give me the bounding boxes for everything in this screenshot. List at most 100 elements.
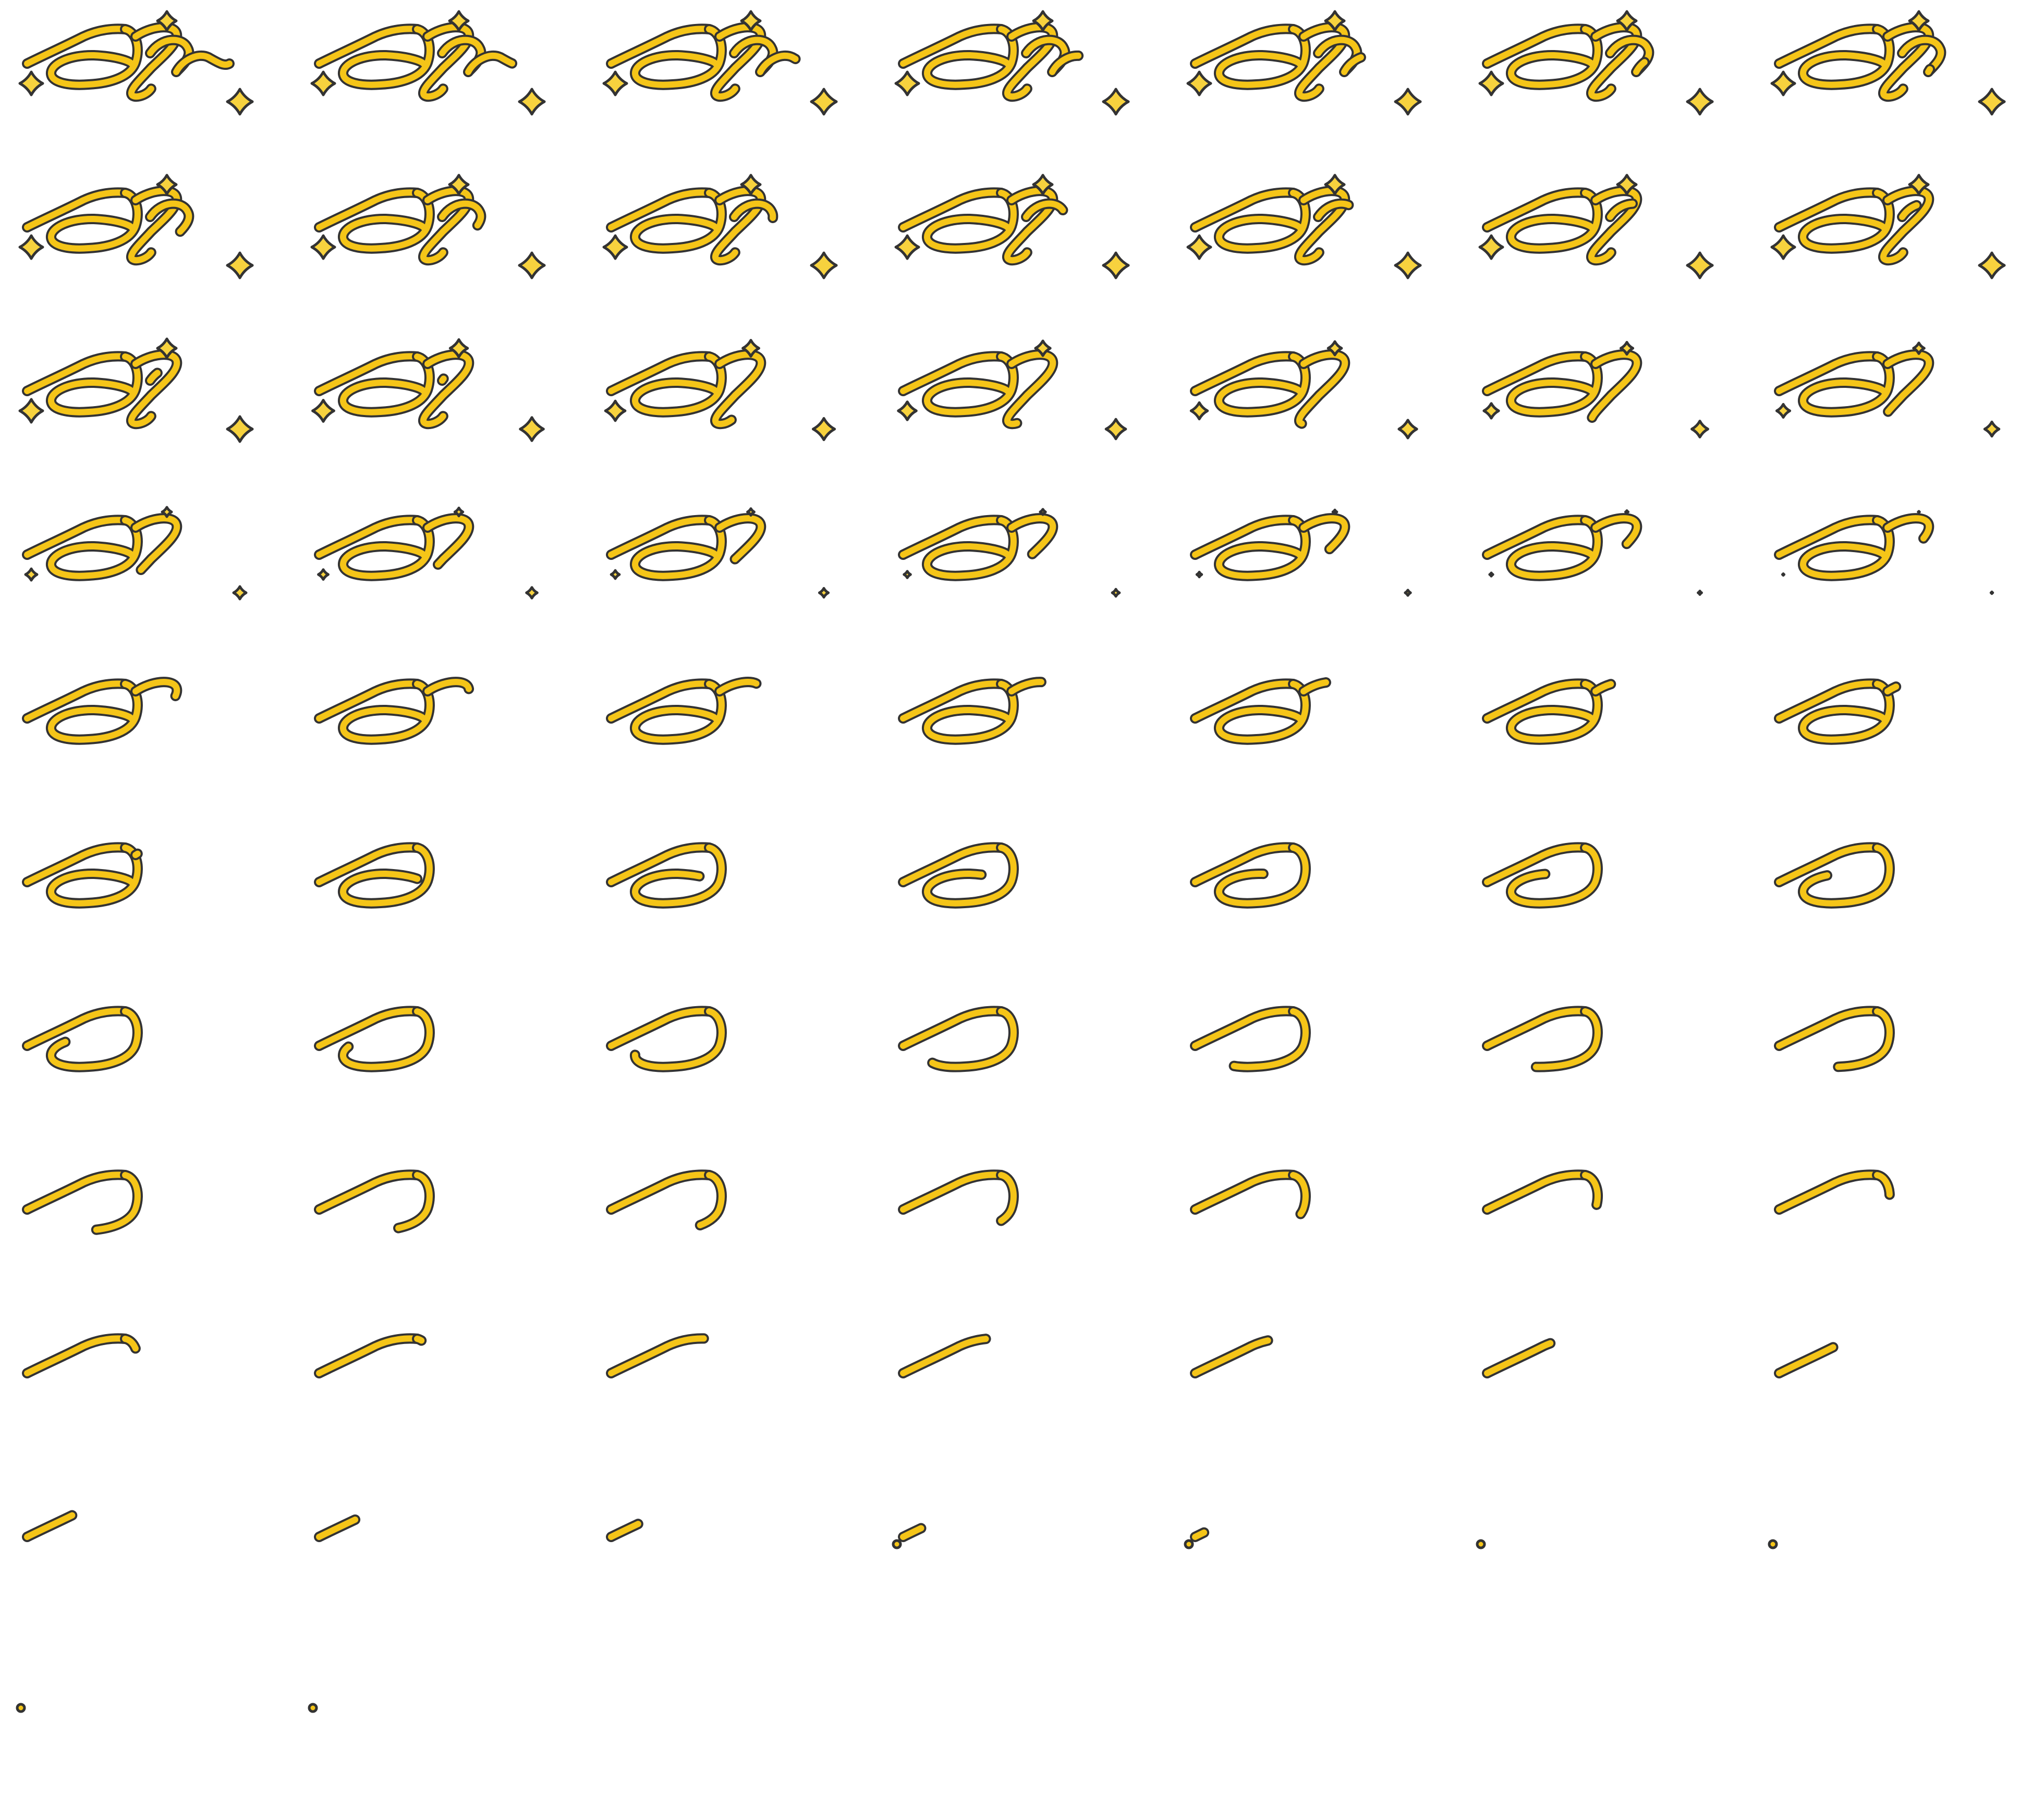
lettering-stroke-fill	[924, 190, 1017, 252]
lettering-stroke-fill	[1216, 1008, 1309, 1070]
right-sparkle-icon	[1102, 251, 1130, 279]
animation-frame	[886, 1315, 1178, 1481]
lettering-stroke-fill	[1508, 681, 1601, 743]
left-sparkle-icon	[897, 400, 918, 421]
lettering-stroke-fill	[632, 517, 725, 579]
top-sparkle-icon	[1917, 510, 1921, 514]
lettering-stroke-fill	[1776, 680, 1880, 722]
right-sparkle-icon	[818, 587, 830, 599]
lettering-stroke-fill	[24, 680, 128, 722]
lettering-stroke-fill	[608, 26, 712, 67]
top-sparkle-icon	[156, 337, 178, 359]
animation-frame	[1470, 1479, 1762, 1644]
animation-frame	[886, 496, 1178, 662]
top-sparkle-icon	[1912, 341, 1926, 355]
lettering-stroke-fill	[48, 845, 141, 907]
left-sparkle-icon	[1195, 570, 1203, 579]
top-sparkle-icon	[156, 174, 178, 196]
sprite-sheet	[10, 5, 2006, 1713]
animation-frame	[302, 333, 594, 498]
lettering-stroke-fill	[48, 353, 141, 416]
animation-frame	[594, 1315, 886, 1481]
lettering-stroke-outline	[145, 362, 194, 405]
lettering-stroke-fill	[316, 680, 420, 722]
lettering-stroke-fill	[128, 679, 180, 755]
animation-frame	[1178, 169, 1470, 335]
lettering-stroke-fill	[1776, 517, 1880, 558]
lettering-stroke-fill	[608, 844, 712, 885]
lettering-stroke-fill	[712, 515, 764, 591]
lettering-stroke-fill	[24, 1171, 128, 1213]
animation-frame	[1178, 496, 1470, 662]
top-sparkle-icon	[1908, 10, 1930, 32]
lettering-stroke-fill	[48, 681, 141, 743]
animation-frame	[10, 1315, 302, 1481]
animation-frame	[302, 169, 594, 335]
lettering-dot	[1476, 1539, 1486, 1549]
right-sparkle-icon	[1697, 590, 1703, 596]
lettering-stroke-fill	[900, 1008, 1004, 1049]
right-sparkle-icon	[1989, 590, 1994, 595]
right-sparkle-icon	[1104, 418, 1127, 441]
lettering-stroke-fill	[900, 844, 1004, 885]
top-sparkle-icon	[1327, 340, 1343, 357]
top-sparkle-icon	[1324, 174, 1346, 196]
lettering-stroke-fill	[48, 1008, 141, 1070]
lettering-stroke-fill	[316, 1335, 420, 1376]
left-sparkle-icon	[311, 399, 335, 423]
lettering-stroke-fill	[608, 1171, 712, 1213]
lettering-stroke-fill	[632, 26, 725, 88]
left-sparkle-icon	[1478, 70, 1504, 96]
animation-frame	[1178, 1479, 1470, 1644]
lettering-stroke-fill	[1484, 1171, 1588, 1213]
top-sparkle-icon	[740, 10, 762, 32]
top-sparkle-icon	[1619, 340, 1635, 356]
lettering-stroke-fill	[1899, 200, 1944, 239]
lettering-stroke-fill	[316, 353, 420, 394]
lettering-stroke-fill	[608, 353, 712, 394]
lettering-stroke-fill	[24, 353, 128, 394]
lettering-stroke-fill	[1484, 844, 1588, 885]
lettering-stroke-fill	[1508, 1172, 1601, 1234]
lettering-stroke-fill	[48, 517, 141, 579]
animation-frame	[10, 496, 302, 662]
animation-frame	[1470, 987, 1762, 1153]
top-sparkle-icon	[1032, 10, 1054, 32]
lettering-stroke-fill	[632, 190, 725, 252]
lettering-stroke-fill	[1484, 1008, 1588, 1049]
animation-frame	[1178, 1151, 1470, 1317]
lettering-stroke-fill	[1192, 844, 1296, 885]
lettering-stroke-fill	[900, 680, 1004, 722]
right-sparkle-icon	[1978, 251, 2006, 279]
lettering-stroke-fill	[900, 1335, 1004, 1376]
lettering-stroke-fill	[316, 1008, 420, 1049]
top-sparkle-icon	[740, 174, 762, 196]
left-sparkle-icon	[317, 568, 330, 581]
animation-frame	[302, 987, 594, 1153]
lettering-stroke-fill	[48, 1172, 141, 1234]
top-sparkle-icon	[448, 174, 470, 196]
lettering-stroke-fill	[924, 353, 1017, 416]
left-sparkle-icon	[1478, 234, 1504, 260]
left-sparkle-icon	[310, 234, 336, 260]
left-sparkle-icon	[1781, 572, 1786, 577]
lettering-stroke-fill	[632, 681, 725, 743]
left-sparkle-icon	[18, 70, 44, 96]
lettering-stroke-fill	[712, 679, 764, 755]
lettering-stroke-fill	[24, 844, 128, 885]
lettering-stroke-fill	[340, 353, 433, 416]
left-sparkle-icon	[1775, 402, 1792, 419]
lettering-dot	[892, 1539, 902, 1549]
animation-frame	[302, 1151, 594, 1317]
lettering-stroke-fill	[1776, 1171, 1880, 1213]
lettering-stroke-fill	[1192, 1171, 1296, 1213]
animation-frame	[886, 5, 1178, 171]
lettering-stroke-fill	[1776, 844, 1880, 885]
top-sparkle-icon	[1034, 339, 1052, 357]
right-sparkle-icon	[811, 417, 836, 442]
right-sparkle-icon	[518, 251, 546, 279]
animation-frame	[1178, 987, 1470, 1153]
animation-frame	[1178, 5, 1470, 171]
top-sparkle-icon	[448, 10, 470, 32]
left-sparkle-icon	[1482, 402, 1500, 420]
